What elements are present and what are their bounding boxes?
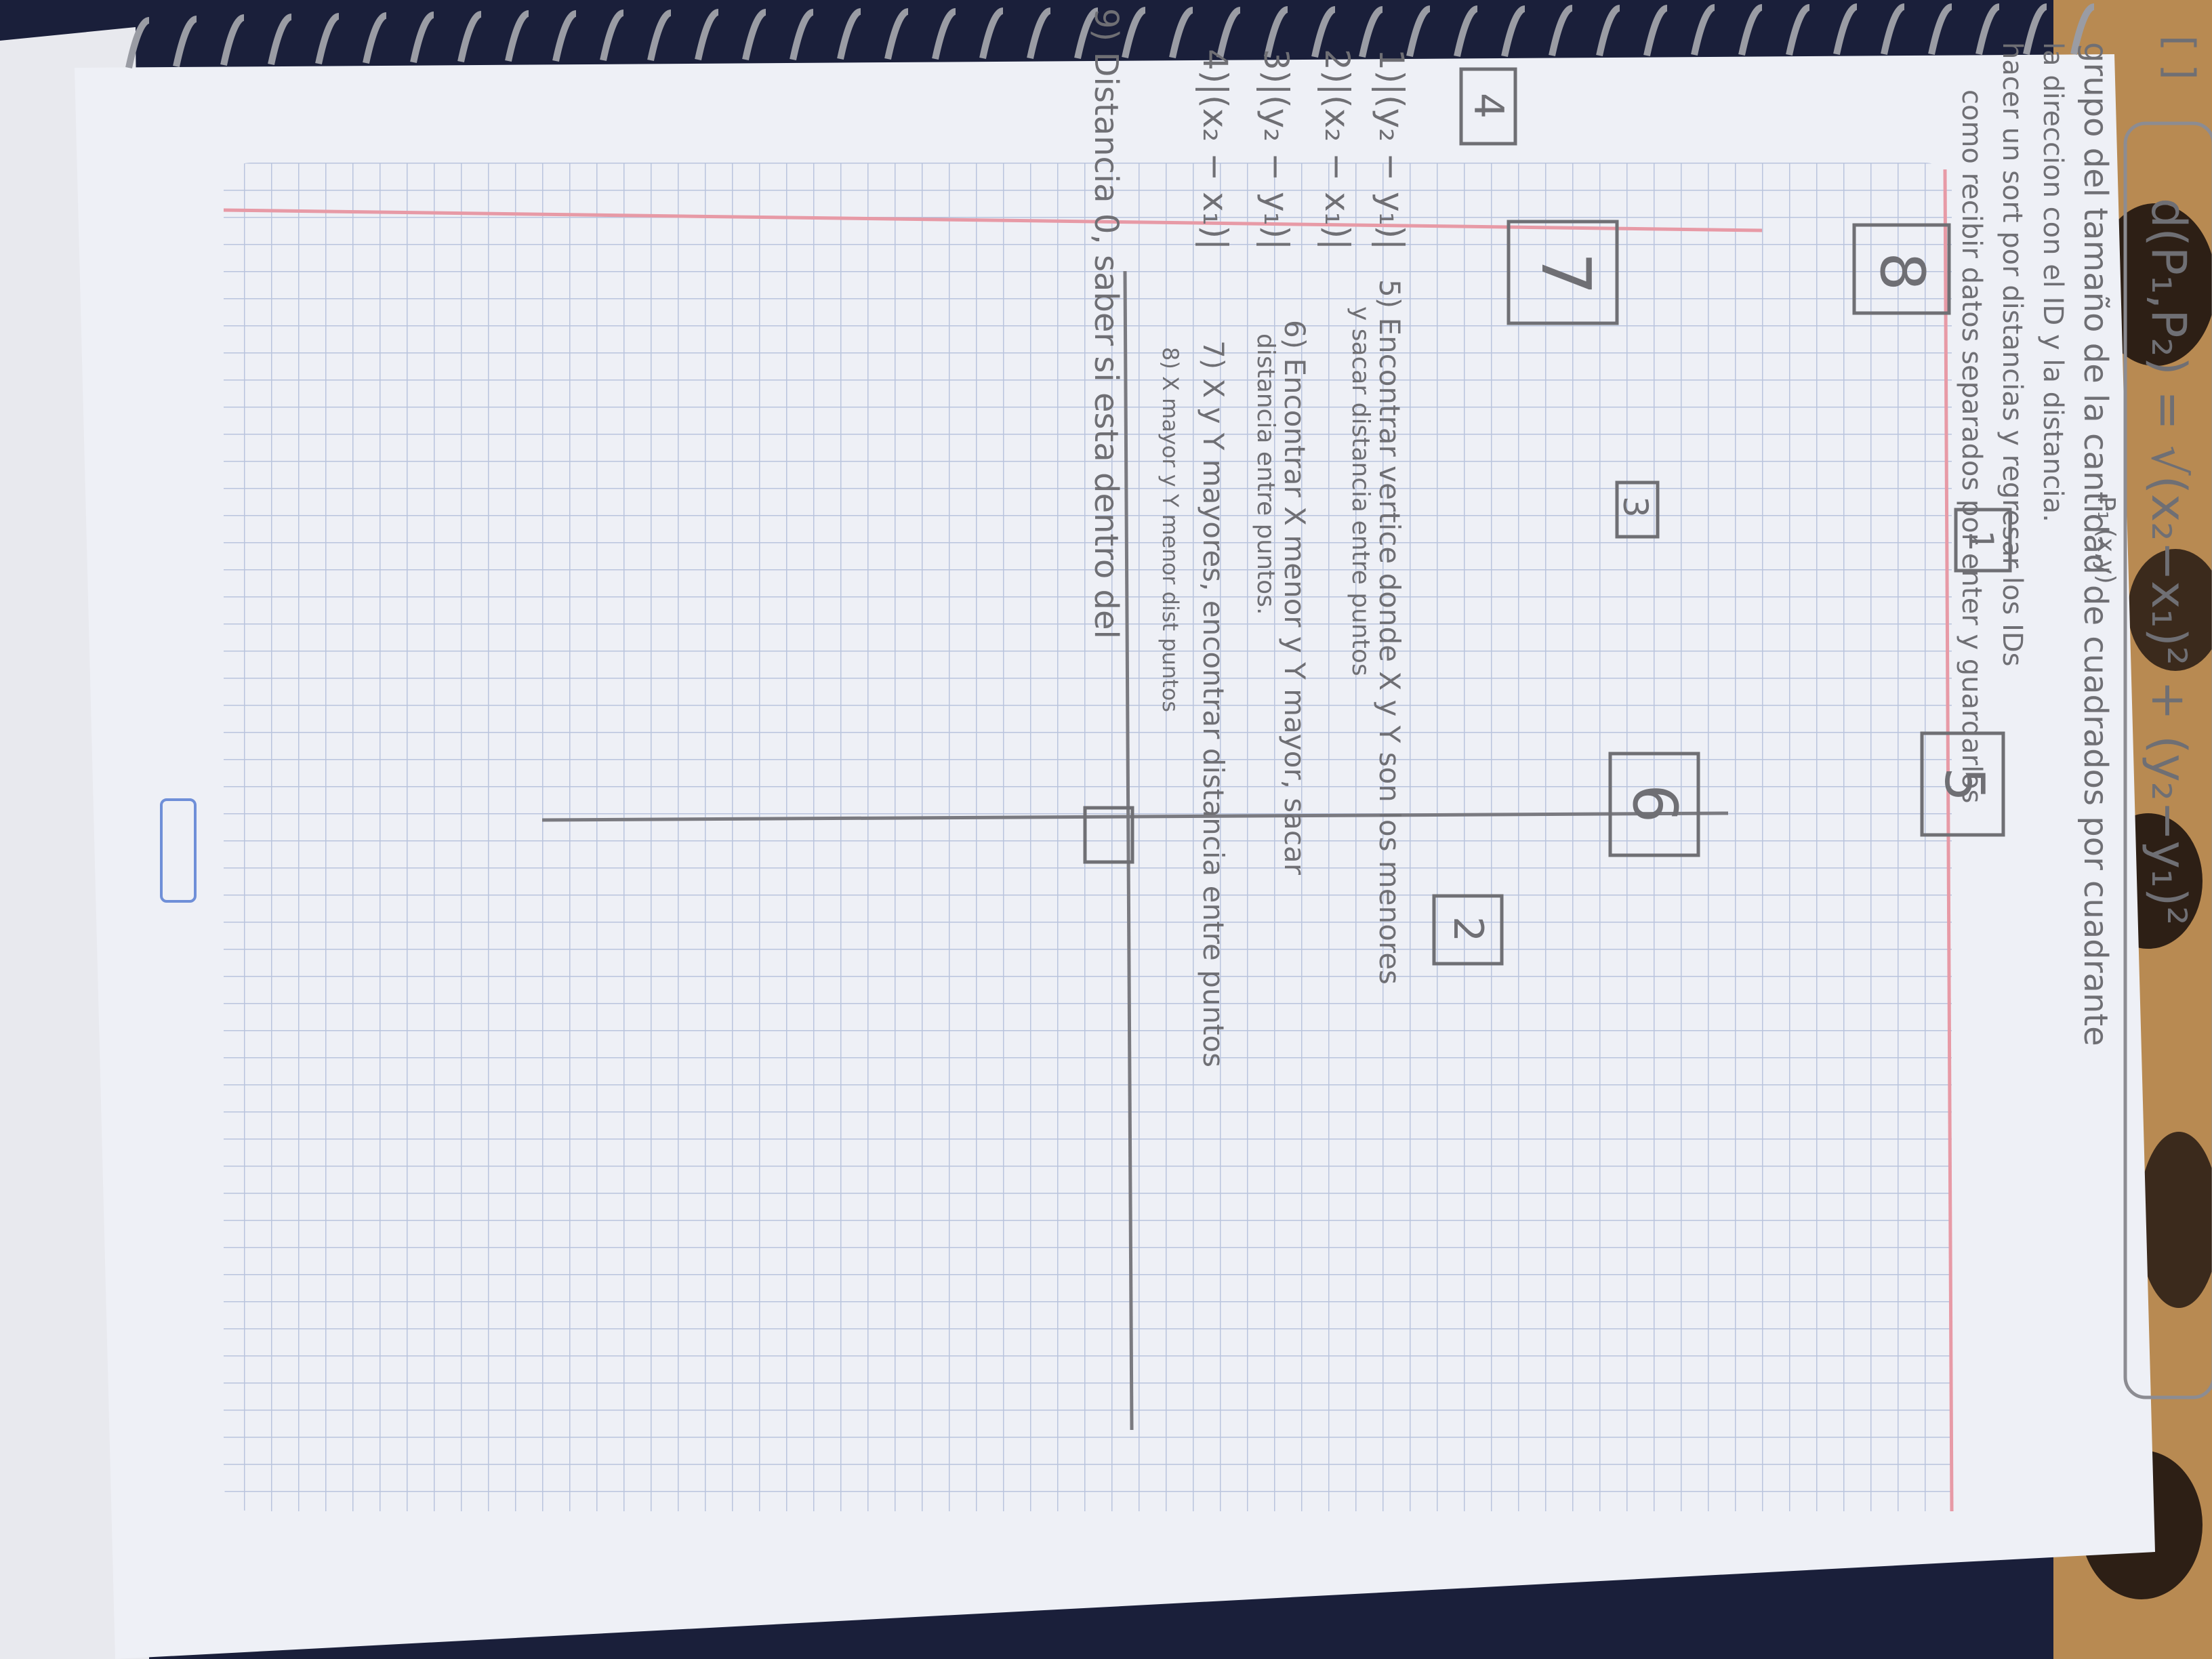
step-6: 6) Encontrar X menor y Y mayor, sacar [1278, 320, 1311, 876]
brand-stamp [160, 798, 197, 903]
svg-text:2: 2 [1444, 916, 1492, 942]
margin-line-right [1943, 169, 1954, 1512]
step-3: 3)|(y₂ − y₁)| [1256, 49, 1296, 250]
quadrant-box-7: 7 [1507, 220, 1619, 325]
step-9-square [1083, 806, 1134, 864]
step-5: 5) Encontrar vertice donde X y Y son los… [1373, 279, 1406, 985]
svg-text:3: 3 [1616, 496, 1655, 518]
note-line-3: hacer un sort por distancias y regresar … [1996, 42, 2028, 667]
step-9: 9) Distancia 0, saber si esta dentro del [1087, 8, 1125, 639]
spiral-binding [125, 3, 2095, 69]
svg-text:8: 8 [1866, 252, 1938, 291]
step-1: 1)|(y₂ − y₁)| [1372, 49, 1411, 250]
quadrant-box-6: 6 [1608, 752, 1700, 857]
svg-text:5: 5 [1933, 767, 1996, 802]
step-6b: distancia entre puntos. [1252, 333, 1279, 615]
svg-text:7: 7 [1526, 252, 1605, 295]
step-7: 7) X y Y mayores, encontrar distancia en… [1197, 340, 1230, 1067]
quadrant-box-5: 5 [1920, 731, 2005, 837]
quadrant-box-8: 8 [1852, 223, 1951, 315]
note-line-2: la direccion con el ID y la distancia. [2037, 42, 2068, 523]
quadrant-box-4: 4 [1459, 67, 1517, 146]
svg-text:4: 4 [1465, 93, 1512, 119]
note-line-4: como recibir datos separados por enter y… [1956, 89, 1987, 804]
step-5b: y sacar distancia entre puntos [1347, 306, 1374, 676]
axis-horizontal [541, 811, 1729, 822]
quadrant-box-2: 2 [1432, 894, 1504, 966]
point-label: P₁ (x,y) [2092, 496, 2120, 584]
axis-vertical [1123, 270, 1134, 1431]
svg-text:1: 1 [1961, 530, 2001, 552]
formula-box [2123, 121, 2212, 1399]
margin-line-top [223, 208, 1763, 232]
grid-area [224, 163, 1952, 1511]
quadrant-box-3: 3 [1615, 480, 1660, 539]
step-8: 8) X mayor y Y menor dist puntos [1158, 347, 1183, 712]
svg-text:6: 6 [1619, 784, 1690, 823]
step-2: 2)|(x₂ − x₁)| [1317, 49, 1357, 250]
step-4: 4)|(x₂ − x₁)| [1195, 49, 1235, 250]
quadrant-box-1: 1 [1954, 508, 2012, 573]
top-bracket: [ ] [2156, 35, 2203, 80]
formula: d(P₁,P₂) = √(x₂−x₁)² + (y₂−y₁)² [2141, 198, 2196, 925]
note-line-1: grupo del tamaño de la cantidad de cuadr… [2076, 42, 2114, 1046]
